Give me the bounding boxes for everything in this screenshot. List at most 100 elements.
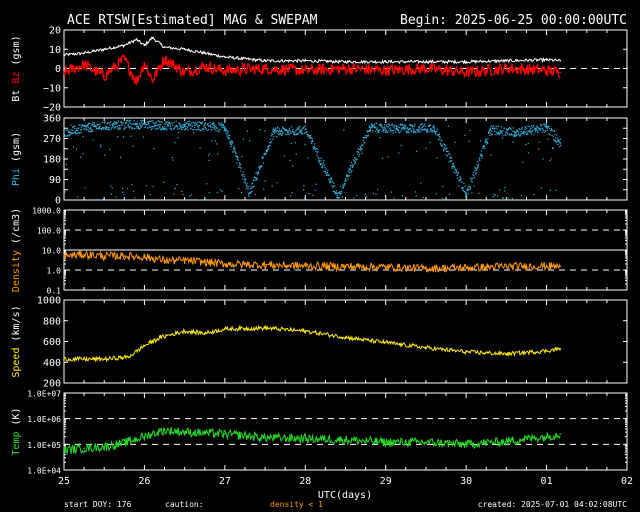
- scatter-dot: [353, 159, 355, 162]
- scatter-dot: [503, 127, 505, 129]
- scatter-dot: [165, 128, 167, 130]
- scatter-dot: [169, 127, 171, 129]
- scatter-dot: [117, 127, 119, 129]
- scatter-dot: [350, 162, 353, 164]
- scatter-dot: [282, 127, 284, 129]
- scatter-dot: [257, 173, 259, 176]
- scatter-dot: [149, 120, 152, 122]
- scatter-dot: [489, 127, 491, 129]
- scatter-dot: [425, 129, 427, 131]
- scatter-dot: [206, 183, 208, 185]
- scatter-dot: [372, 124, 374, 126]
- scatter-dot: [418, 129, 421, 131]
- series-density: [63, 250, 562, 273]
- scatter-dot: [426, 130, 429, 132]
- scatter-dot: [470, 178, 472, 180]
- scatter-dot: [404, 128, 406, 130]
- scatter-dot: [199, 129, 201, 131]
- scatter-dot: [239, 164, 242, 166]
- scatter-dot: [433, 124, 435, 127]
- scatter-dot: [362, 140, 364, 142]
- scatter-dot: [239, 163, 241, 165]
- scatter-dot: [296, 128, 299, 130]
- scatter-dot: [537, 127, 539, 129]
- scatter-dot: [338, 196, 340, 199]
- scatter-dot: [232, 150, 234, 152]
- scatter-dot: [343, 183, 345, 185]
- scatter-dot: [403, 126, 405, 128]
- scatter-dot: [347, 175, 349, 177]
- scatter-dot: [452, 164, 454, 166]
- scatter-dot: [149, 194, 151, 196]
- scatter-dot: [193, 129, 195, 131]
- scatter-dot: [297, 127, 299, 129]
- scatter-dot: [115, 196, 117, 198]
- scatter-dot: [382, 127, 384, 129]
- scatter-dot: [553, 130, 555, 132]
- scatter-dot: [69, 131, 71, 133]
- scatter-dot: [154, 125, 156, 127]
- scatter-dot: [550, 158, 552, 160]
- scatter-dot: [441, 140, 443, 142]
- series-line: [63, 426, 561, 456]
- scatter-dot: [264, 130, 266, 132]
- scatter-dot: [415, 195, 417, 197]
- scatter-dot: [431, 129, 433, 131]
- data-point: [63, 130, 65, 133]
- scatter-dot: [336, 196, 338, 198]
- scatter-dot: [125, 126, 127, 129]
- scatter-dot: [478, 164, 480, 166]
- scatter-dot: [375, 126, 377, 128]
- scatter-dot: [314, 148, 317, 150]
- y-tick-label: 270: [43, 134, 61, 145]
- scatter-dot: [459, 180, 461, 182]
- series-bt: [63, 36, 562, 65]
- scatter-dot: [420, 123, 422, 126]
- scatter-dot: [80, 126, 82, 128]
- scatter-dot: [89, 128, 91, 130]
- scatter-dot: [231, 140, 233, 142]
- scatter-dot: [333, 191, 336, 193]
- scatter-dot: [110, 128, 113, 130]
- scatter-dot: [425, 147, 427, 149]
- scatter-dot: [120, 124, 122, 127]
- data-point: [224, 126, 226, 128]
- scatter-dot: [180, 126, 182, 129]
- scatter-dot: [506, 132, 508, 135]
- scatter-dot: [185, 125, 187, 127]
- scatter-dot: [428, 124, 431, 126]
- scatter-dot: [552, 136, 554, 138]
- scatter-dot: [489, 134, 491, 137]
- scatter-dot: [293, 133, 295, 135]
- scatter-dot: [290, 142, 293, 145]
- scatter-dot: [552, 148, 554, 150]
- scatter-dot: [199, 121, 201, 124]
- scatter-dot: [90, 130, 92, 132]
- scatter-dot: [397, 126, 399, 128]
- scatter-dot: [272, 138, 274, 140]
- scatter-dot: [127, 187, 129, 190]
- scatter-dot: [525, 133, 527, 135]
- scatter-dot: [486, 143, 488, 145]
- scatter-dot: [278, 130, 281, 132]
- scatter-dot: [174, 187, 176, 190]
- scatter-dot: [469, 129, 471, 131]
- scatter-dot: [72, 126, 74, 128]
- scatter-dot: [160, 121, 162, 123]
- scatter-dot: [103, 126, 105, 128]
- scatter-dot: [69, 134, 71, 136]
- scatter-dot: [252, 186, 254, 188]
- scatter-dot: [107, 121, 109, 123]
- scatter-dot: [550, 130, 552, 132]
- scatter-dot: [468, 189, 470, 191]
- scatter-dot: [280, 133, 282, 135]
- scatter-dot: [219, 129, 221, 131]
- scatter-dot: [485, 138, 487, 140]
- scatter-dot: [342, 185, 344, 188]
- scatter-dot: [515, 132, 517, 134]
- scatter-dot: [483, 145, 485, 148]
- scatter-dot: [289, 129, 291, 131]
- scatter-dot: [298, 128, 300, 130]
- scatter-dot: [174, 142, 176, 144]
- scatter-dot: [187, 128, 189, 131]
